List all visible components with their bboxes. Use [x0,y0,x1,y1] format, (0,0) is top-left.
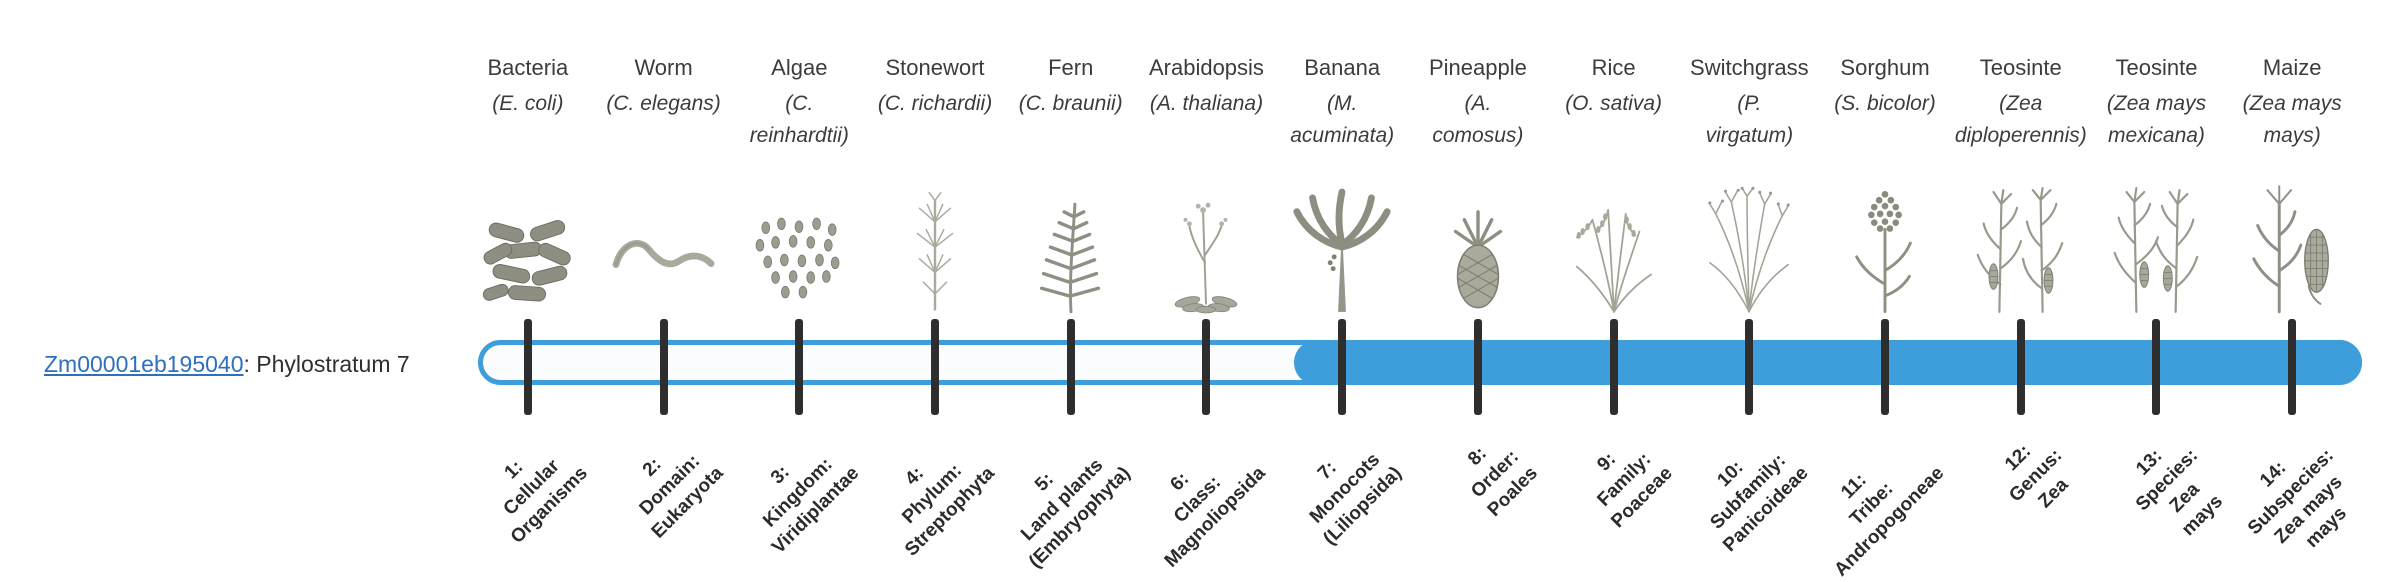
stratum-label: 11: Tribe: Andropogoneae [1830,462,1949,581]
phylostratum-tick [523,319,532,415]
maize-icon [2224,178,2360,314]
stratum-label: 7: Monocots (Liliopsida) [1305,449,1406,550]
taxon-scientific-name: (S. bicolor) [1834,92,1936,115]
banana-icon [1274,178,1410,314]
bacteria-icon [460,178,596,314]
phylostratum-tick [1881,319,1890,415]
taxon-scientific-name: (M. acuminata) [1290,92,1395,147]
phylostratum-tick [1066,319,1075,415]
taxon-scientific-name: (Zea mays mexicana) [2106,92,2207,147]
phylostratum-tick [2288,319,2297,415]
phylostratum-bar-filled-region [1294,340,2362,385]
stratum-label: 14: Subspecies: Zea mays mays [2244,445,2352,553]
taxon-common-name: Sorghum [1840,55,1930,80]
worm-icon [596,178,732,314]
taxon-common-name: Rice [1591,55,1636,80]
taxon-column-algae: Algae (C. reinhardtii) [731,0,867,580]
rice-icon [1546,178,1682,314]
taxon-scientific-name: (C. braunii) [1018,92,1123,115]
taxon-column-banana: Banana (M. acuminata) [1274,0,1410,580]
taxon-column-sorghum: Sorghum (S. bicolor) [1817,0,1953,581]
taxa-columns: Bacteria (E. coli) [460,0,2360,581]
stratum-label: 8: Order: Poales [1463,443,1542,522]
taxon-common-name: Bacteria [487,55,569,80]
taxon-column-teosinte-diploperennis: Teosinte (Zea diploperennis) [1953,0,2089,580]
taxon-column-worm: Worm (C. elegans) 2: Domain: Eukaryota [596,0,732,580]
taxon-common-name: Banana [1304,55,1381,80]
stratum-label: 3: Kingdom: Viridiplantae [758,453,864,559]
gene-label: Zm00001eb195040: Phylostratum 7 [44,351,410,378]
taxon-common-name: Stonewort [885,55,985,80]
taxon-column-bacteria: Bacteria (E. coli) [460,0,596,580]
taxon-common-name: Algae [771,55,828,80]
taxon-common-name: Worm [634,55,693,80]
switchgrass-icon [1681,178,1817,314]
stratum-label: 1: Cellular Organisms [499,455,592,548]
phylostratum-tick [2016,319,2025,415]
stratum-label: 6: Class: Magnoliopsida [1161,462,1271,572]
taxon-common-name: Teosinte [2115,55,2198,80]
phylostratum-tick [1473,319,1482,415]
pineapple-icon [1410,178,1546,314]
stonewort-icon [867,178,1003,314]
taxon-column-rice: Rice (O. sativa) [1546,0,1682,580]
taxon-scientific-name: (E. coli) [492,92,564,115]
phylostratum-tick [1745,319,1754,415]
stratum-label: 9: Family: Poaceae [1593,448,1678,533]
taxon-scientific-name: (P. virgatum) [1705,92,1794,147]
stratum-label: 2: Domain: Eukaryota [635,450,728,543]
taxon-scientific-name: (C. richardii) [877,92,993,115]
phylostratum-tick [1609,319,1618,415]
taxon-scientific-name: (A. thaliana) [1149,92,1264,115]
taxon-common-name: Switchgrass [1690,55,1809,80]
taxon-column-arabidopsis: Arabidopsis (A. thaliana) [1139,0,1275,580]
taxon-column-maize: Maize (Zea mays mays) [2224,0,2360,580]
taxon-common-name: Pineapple [1428,55,1527,80]
stratum-label: 13: Species: Zea mays [2132,445,2228,541]
taxon-scientific-name: (Zea mays mays) [2242,92,2342,147]
taxon-column-pineapple: Pineapple (A. comosus) 8: Order [1410,0,1546,580]
gene-phylostratum-text: : Phylostratum 7 [243,351,410,377]
phylostratum-tick [659,319,668,415]
taxon-common-name: Teosinte [1979,55,2062,80]
sorghum-icon [1817,178,1953,314]
taxon-common-name: Fern [1048,55,1094,80]
gene-id-link[interactable]: Zm00001eb195040 [44,351,244,377]
taxon-scientific-name: (A. comosus) [1432,92,1524,147]
stratum-label: 12: Genus: Zea [2001,440,2073,513]
fern-icon [1003,178,1139,314]
phylostratum-tick [795,319,804,415]
taxon-column-teosinte-mexicana: Teosinte (Zea mays mexicana) [2089,0,2228,580]
taxon-scientific-name: (O. sativa) [1565,92,1663,115]
stratum-label: 10: Subfamily: Panicoideae [1706,450,1814,557]
taxon-column-switchgrass: Switchgrass (P. virgatum) [1681,0,1817,580]
taxon-column-stonewort: Stonewort (C. richardii) [867,0,1003,580]
taxon-scientific-name: (C. reinhardtii) [749,92,849,147]
stratum-label: 4: Phylum: Streptophyta [898,460,999,561]
teosinte-mexicana-icon [2089,178,2225,314]
phylostratum-tick [2152,319,2161,415]
arabidopsis-icon [1139,178,1275,314]
phylostratum-tick [931,319,940,415]
taxon-column-fern: Fern (C. braunii) [1003,0,1139,580]
phylostratum-tick [1202,319,1211,415]
teosinte-diploperennis-icon [1953,178,2089,314]
stratum-label: 5: Land plants (Embryophyta) [1016,454,1135,573]
taxon-common-name: Arabidopsis [1148,55,1264,80]
algae-icon [731,178,867,314]
taxon-scientific-name: (C. elegans) [606,92,721,115]
taxon-scientific-name: (Zea diploperennis) [1954,92,2087,147]
taxon-common-name: Maize [2262,55,2322,80]
phylostratum-tick [1338,319,1347,415]
